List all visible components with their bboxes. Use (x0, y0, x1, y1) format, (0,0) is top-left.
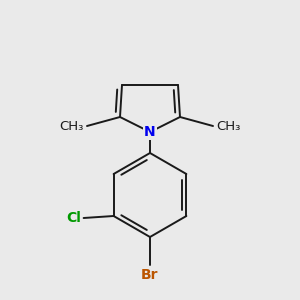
Text: CH₃: CH₃ (60, 119, 84, 133)
Text: Cl: Cl (66, 211, 81, 225)
Text: N: N (144, 125, 156, 139)
Text: CH₃: CH₃ (216, 119, 240, 133)
Text: Br: Br (141, 268, 159, 282)
